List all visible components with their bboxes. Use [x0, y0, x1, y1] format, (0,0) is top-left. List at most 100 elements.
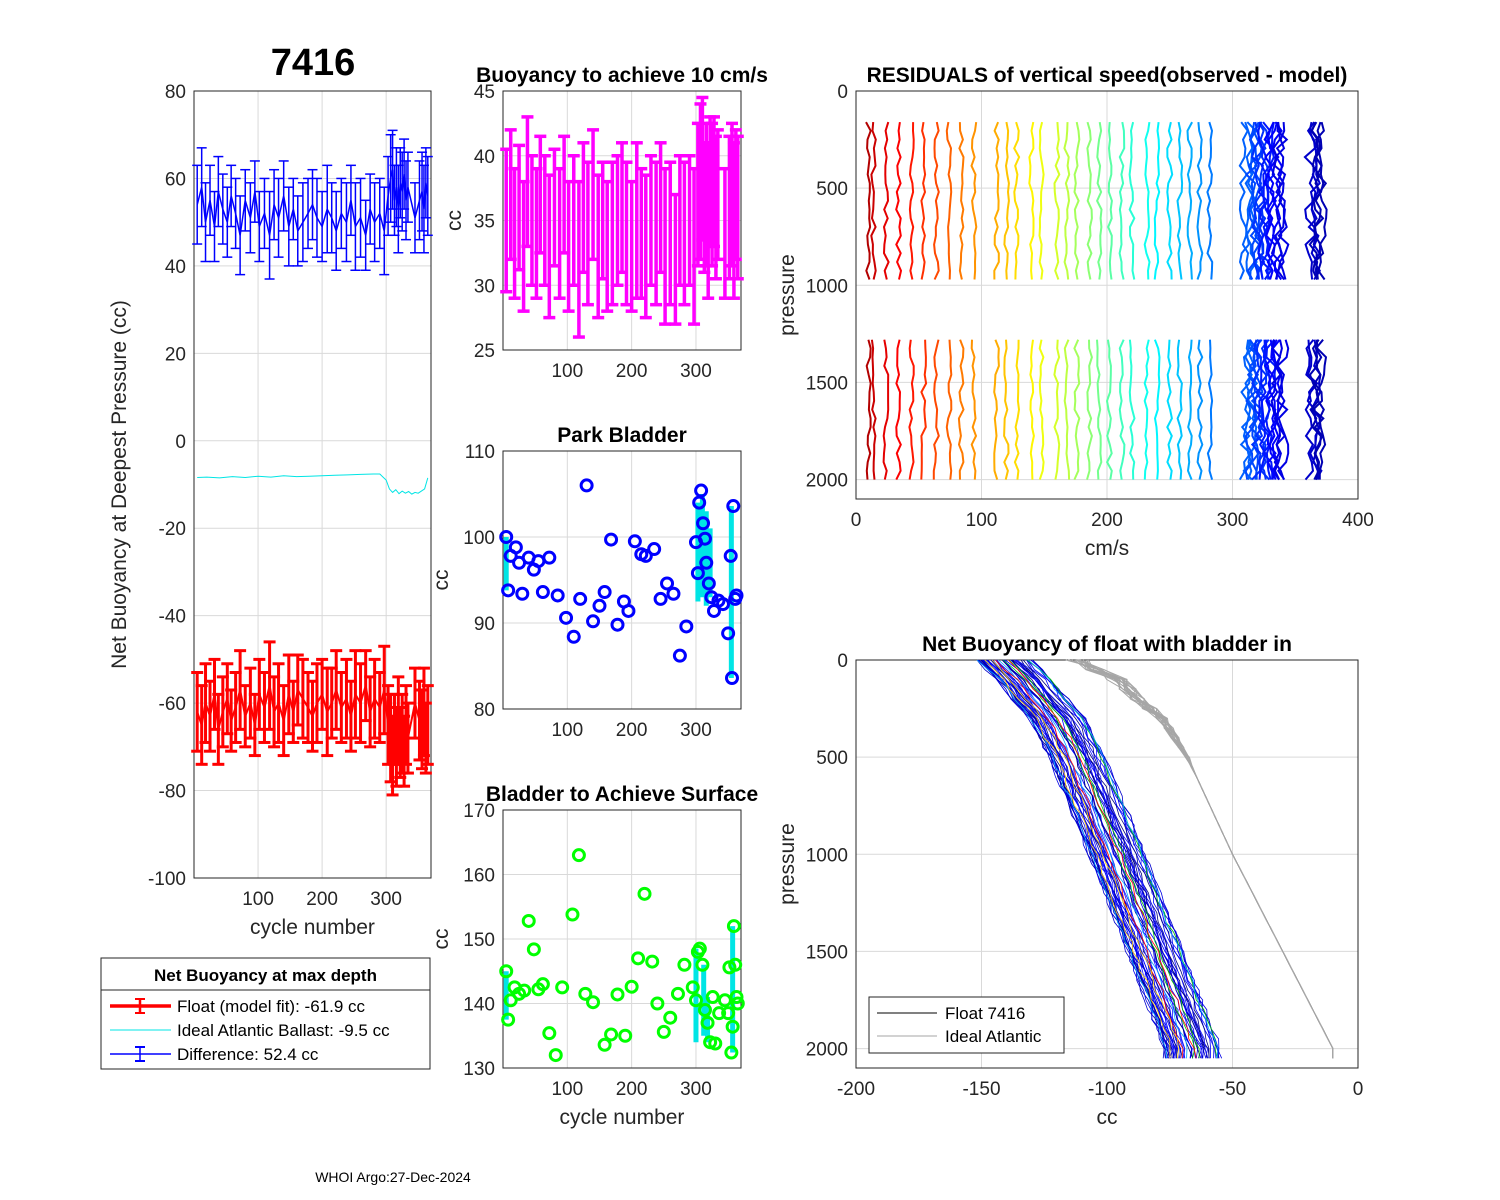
y-tick-label: 2000 — [806, 1040, 848, 1061]
residual-profile-line — [957, 339, 965, 480]
park-bladder-point — [660, 576, 675, 591]
y-tick-label: 40 — [165, 257, 186, 278]
y-tick-label: 35 — [474, 212, 495, 233]
surface-bladder-point — [535, 977, 550, 992]
y-tick-label: 500 — [816, 748, 848, 769]
x-tick-label: 0 — [1353, 1079, 1364, 1100]
y-axis-label: cc — [443, 210, 466, 231]
y-tick-label: 110 — [465, 442, 495, 463]
surface-bladder-point — [729, 990, 744, 1005]
x-tick-label: 100 — [551, 1079, 583, 1100]
park-bladder-point — [696, 516, 711, 531]
residual-profile-line — [1176, 121, 1184, 280]
residual-profile-line — [1143, 339, 1150, 480]
residual-profile-line — [895, 339, 902, 481]
surface-bladder-point — [624, 979, 639, 994]
surface-bladder-point — [697, 1002, 712, 1017]
residual-profile-line — [865, 121, 872, 280]
surface-bladder-point — [721, 1006, 736, 1021]
park-bladder-point — [597, 585, 612, 600]
profile-legend-entry: Float 7416 — [945, 1004, 1025, 1023]
surface-bladder-point — [571, 848, 586, 863]
residual-profile-line — [993, 339, 1000, 480]
park-bladder-point — [694, 483, 709, 498]
residual-profile-line — [1273, 339, 1286, 480]
float-profile-line — [1004, 659, 1196, 1059]
residual-profile-line — [958, 122, 965, 280]
surface-bladder-point — [725, 1019, 740, 1034]
residual-profile-line — [1013, 121, 1021, 280]
residual-profile-line — [1304, 339, 1317, 481]
residual-profile-line — [1266, 121, 1280, 280]
y-tick-label: 60 — [165, 169, 186, 190]
residual-profile-line — [882, 339, 890, 480]
float-profile-line — [977, 659, 1165, 1059]
residual-profile-line — [1176, 339, 1183, 480]
float-series-line — [196, 685, 429, 756]
float-profile-line — [1013, 659, 1203, 1059]
park-bladder-point — [559, 610, 574, 625]
residual-profile-line — [933, 121, 940, 280]
float-profile-line — [1026, 659, 1211, 1059]
residual-profile-line — [1206, 121, 1214, 280]
residual-profile-line — [1143, 121, 1151, 280]
residual-profile-line — [1153, 121, 1161, 280]
panel-net-buoyancy-profile: -200 -150 -100 -50 0 0 500 1000 1500 2000 Net Buoy… — [776, 633, 1363, 1129]
residual-profile-line — [1250, 339, 1264, 481]
park-bladder-point — [704, 590, 719, 605]
panel-park-bladder: 100 200 300 80 90 100 110 Park Bladder cc — [430, 424, 744, 741]
park-bladder-point — [699, 555, 714, 570]
main-title: 7416 — [271, 42, 356, 84]
surface-bladder-point — [645, 954, 660, 969]
residual-profile-line — [1311, 339, 1325, 481]
panel-title: RESIDUALS of vertical speed(observed - m… — [867, 64, 1348, 87]
park-bladder-point — [542, 550, 557, 565]
surface-bladder-point — [578, 986, 593, 1001]
x-tick-label: 200 — [1091, 510, 1123, 531]
axes-frame — [502, 90, 742, 351]
residual-profile-line — [1315, 339, 1328, 480]
residual-profile-line — [1250, 121, 1265, 280]
residual-profile-line — [870, 122, 877, 280]
residual-profile-line — [870, 339, 877, 480]
surface-bladder-point — [677, 957, 692, 972]
x-tick-label: 400 — [1342, 510, 1374, 531]
float-profile-line — [991, 659, 1181, 1059]
float-profile-line — [1027, 659, 1219, 1059]
x-tick-label: 300 — [1217, 510, 1249, 531]
residual-profile-line — [1315, 121, 1328, 281]
residual-profile-line — [1308, 121, 1322, 280]
residual-profile-line — [1029, 339, 1035, 480]
residual-profile-line — [1196, 122, 1204, 280]
y-axis-label: pressure — [776, 823, 799, 905]
residual-profile-line — [1254, 339, 1268, 480]
residual-profile-line — [1206, 339, 1214, 480]
y-tick-label: 20 — [165, 344, 186, 365]
residual-profile-line — [1086, 339, 1093, 480]
surface-bladder-point — [637, 886, 652, 901]
legend-entry: Difference: 52.4 cc — [177, 1045, 319, 1064]
park-bladder-point — [729, 588, 744, 603]
park-bladder-point — [535, 585, 550, 600]
park-bladder-point — [515, 586, 530, 601]
surface-bladder-point — [586, 995, 601, 1010]
residual-profile-line — [1270, 121, 1283, 280]
surface-bladder-point — [685, 980, 700, 995]
y-tick-label: -100 — [148, 869, 186, 890]
axes-frame — [502, 450, 742, 710]
residual-profile-line — [1086, 121, 1093, 280]
float-profile-line — [978, 659, 1171, 1059]
surface-bladder-point — [555, 980, 570, 995]
footer-text: WHOI Argo:27-Dec-2024 — [315, 1169, 471, 1185]
residual-profile-line — [945, 121, 953, 280]
float-profile-line — [1008, 659, 1197, 1059]
axes-frame — [193, 90, 432, 879]
residual-profile-line — [932, 339, 940, 480]
residual-profile-line — [1063, 339, 1071, 480]
residual-profile-line — [1105, 339, 1113, 480]
x-tick-label: 100 — [242, 889, 274, 910]
residual-profile-line — [1153, 339, 1161, 480]
park-bladder-point — [621, 603, 636, 618]
